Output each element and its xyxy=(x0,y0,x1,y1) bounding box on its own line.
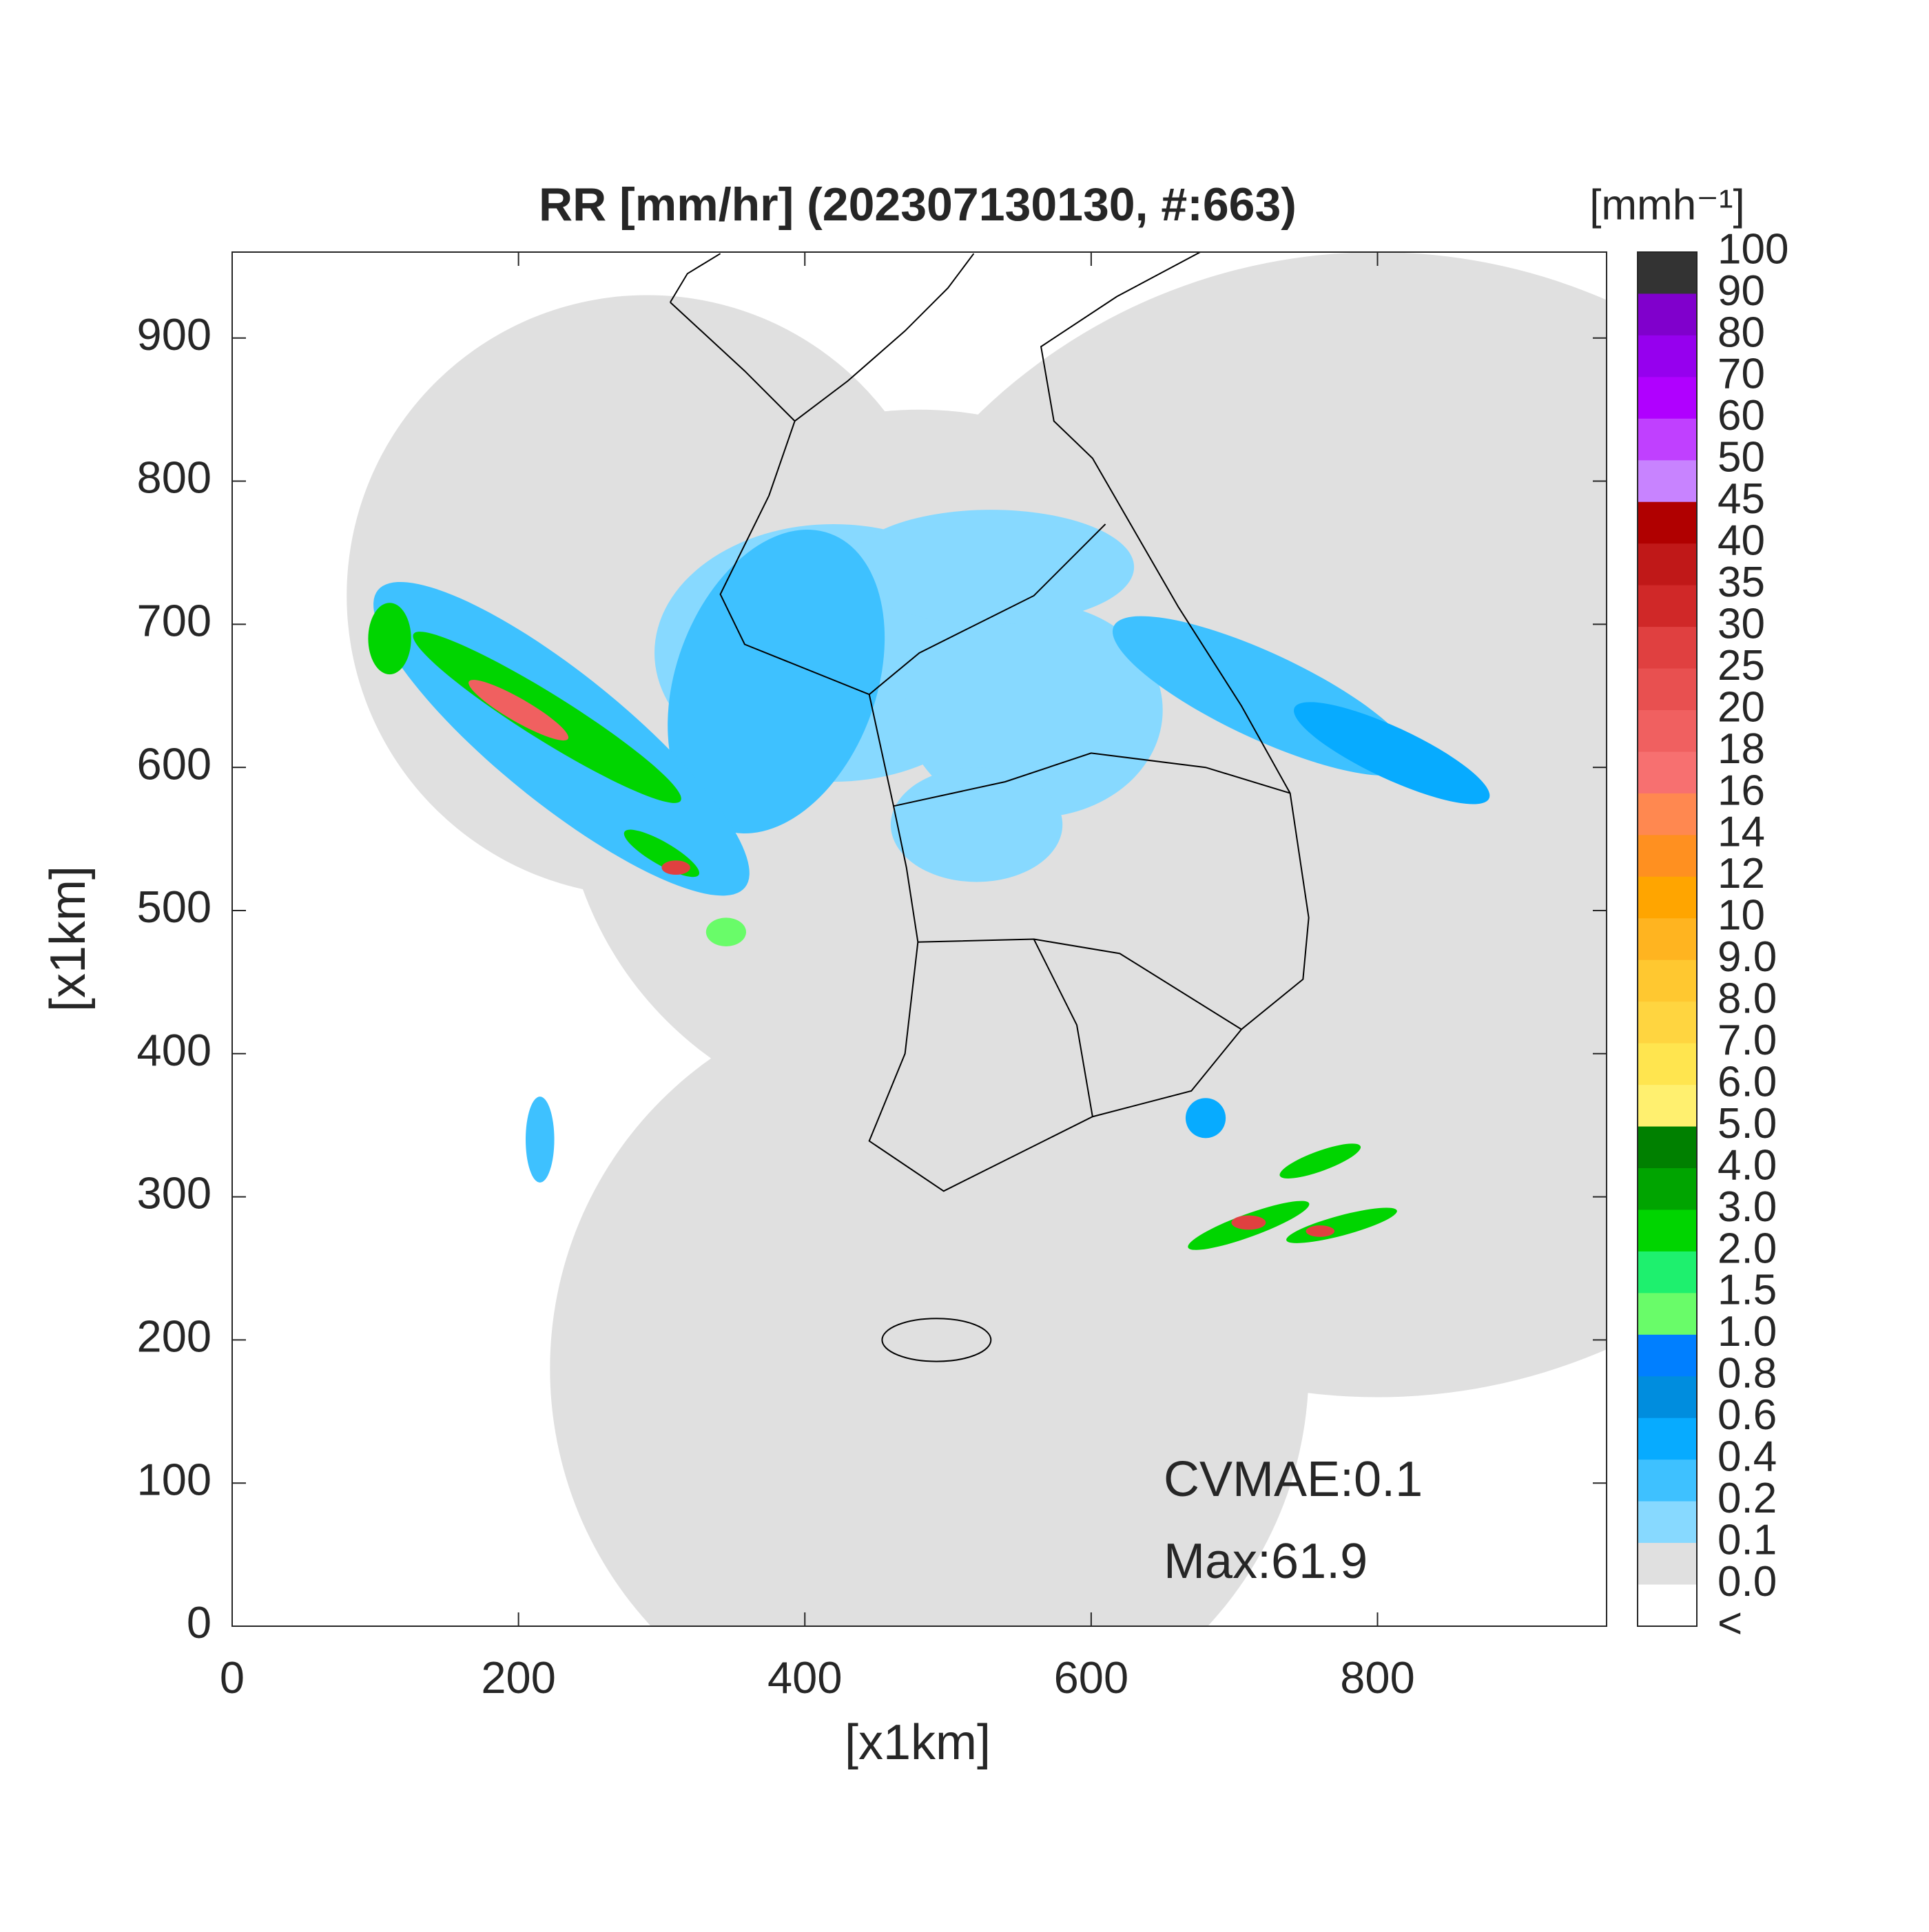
colorbar-bin xyxy=(1638,377,1697,419)
colorbar-tick-label: 8.0 xyxy=(1717,975,1777,1023)
colorbar-bin xyxy=(1638,460,1697,503)
colorbar-bin xyxy=(1638,668,1697,711)
y-tick-label: 900 xyxy=(137,309,212,360)
colorbar-tick-label: 30 xyxy=(1717,600,1765,647)
colorbar-tick-label: 0.4 xyxy=(1717,1433,1777,1481)
colorbar-tick-label: 5.0 xyxy=(1717,1100,1777,1147)
colorbar-tick-label: 60 xyxy=(1717,392,1765,439)
y-tick-label: 200 xyxy=(137,1311,212,1362)
chart-title: RR [mm/hr] (202307130130, #:663) xyxy=(539,178,1297,231)
colorbar-bin xyxy=(1638,501,1697,544)
colorbar-tick-label: 50 xyxy=(1717,434,1765,481)
colorbar-tick-label: 16 xyxy=(1717,767,1765,814)
colorbar-tick-label: 2.0 xyxy=(1717,1225,1777,1272)
colorbar-bin xyxy=(1638,1376,1697,1419)
colorbar-bin xyxy=(1638,1501,1697,1544)
colorbar-tick-label: 25 xyxy=(1717,642,1765,689)
y-tick-label: 700 xyxy=(137,595,212,645)
y-tick-label: 0 xyxy=(187,1597,212,1648)
colorbar-tick-label: 0.8 xyxy=(1717,1350,1777,1398)
colorbar-bin xyxy=(1638,543,1697,586)
y-tick-label: 300 xyxy=(137,1168,212,1218)
colorbar-tick-label: 18 xyxy=(1717,725,1765,773)
x-tick-label: 200 xyxy=(481,1652,555,1703)
y-tick-label: 400 xyxy=(137,1025,212,1075)
x-tick-label: 800 xyxy=(1340,1652,1414,1703)
colorbar-tick-label: 35 xyxy=(1717,559,1765,606)
coastline xyxy=(670,251,1309,1362)
y-tick-label: 100 xyxy=(137,1454,212,1504)
precipitation xyxy=(368,510,1490,1250)
colorbar-bin xyxy=(1638,710,1697,752)
colorbar-bin xyxy=(1638,876,1697,919)
colorbar-tick-label: 3.0 xyxy=(1717,1183,1777,1231)
colorbar-bin xyxy=(1638,627,1697,669)
colorbar-tick-label: 45 xyxy=(1717,475,1765,523)
colorbar-tick-label: 4.0 xyxy=(1717,1141,1777,1189)
colorbar-bin xyxy=(1638,293,1697,336)
colorbar-tick-label: 7.0 xyxy=(1717,1017,1777,1064)
colorbar-tick-label: 0.1 xyxy=(1717,1516,1777,1564)
colorbar-bin xyxy=(1638,1293,1697,1336)
x-axis-label: [x1km] xyxy=(845,1715,991,1770)
y-tick-label: 800 xyxy=(137,453,212,503)
colorbar-bin xyxy=(1638,1460,1697,1502)
colorbar-bin xyxy=(1638,1417,1697,1460)
colorbar-tick-label: 80 xyxy=(1717,309,1765,356)
colorbar-frame xyxy=(1637,251,1698,1627)
colorbar-bin xyxy=(1638,793,1697,835)
colorbar-tick-label: 6.0 xyxy=(1717,1058,1777,1105)
colorbar-bin xyxy=(1638,959,1697,1002)
colorbar-bin xyxy=(1638,252,1697,294)
colorbar-tick-label: 1.5 xyxy=(1717,1267,1777,1314)
colorbar-bin xyxy=(1638,751,1697,794)
colorbar-tick-label: 1.0 xyxy=(1717,1308,1777,1355)
colorbar-bin xyxy=(1638,1126,1697,1169)
colorbar-tick-label: < xyxy=(1717,1599,1742,1647)
annotation: Max:61.9 xyxy=(1164,1534,1368,1589)
colorbar-bin xyxy=(1638,1001,1697,1044)
colorbar-bin xyxy=(1638,1584,1697,1627)
colorbar-tick-label: 70 xyxy=(1717,351,1765,398)
colorbar-tick-label: 100 xyxy=(1717,225,1788,273)
radar-map xyxy=(347,251,1607,1626)
colorbar-bin xyxy=(1638,1085,1697,1128)
colorbar-bin xyxy=(1638,1334,1697,1377)
colorbar-bin xyxy=(1638,1209,1697,1252)
y-axis-label: [x1km] xyxy=(41,866,96,1012)
colorbar-bin xyxy=(1638,418,1697,461)
colorbar-tick-label: 0.2 xyxy=(1717,1475,1777,1522)
colorbar-tick-label: 14 xyxy=(1717,809,1765,856)
colorbar-bin xyxy=(1638,1168,1697,1210)
colorbar-title: [mmh⁻¹] xyxy=(1589,181,1745,229)
y-tick-label: 500 xyxy=(137,882,212,932)
colorbar-bin xyxy=(1638,1543,1697,1586)
plot-frame xyxy=(231,251,1607,1627)
colorbar-tick-label: 0.0 xyxy=(1717,1558,1777,1606)
colorbar-tick-label: 10 xyxy=(1717,892,1765,939)
colorbar-tick-label: 90 xyxy=(1717,267,1765,315)
annotation: CVMAE:0.1 xyxy=(1164,1452,1423,1507)
colorbar-tick-label: 20 xyxy=(1717,683,1765,731)
colorbar-bin xyxy=(1638,1251,1697,1294)
colorbar-tick-label: 40 xyxy=(1717,517,1765,565)
colorbar-tick-label: 12 xyxy=(1717,850,1765,897)
colorbar-bin xyxy=(1638,585,1697,627)
colorbar-tick-label: 9.0 xyxy=(1717,933,1777,981)
colorbar-bin xyxy=(1638,835,1697,877)
y-tick-label: 600 xyxy=(137,738,212,789)
x-tick-label: 0 xyxy=(220,1652,245,1703)
colorbar-tick-label: 0.6 xyxy=(1717,1391,1777,1439)
colorbar-bin xyxy=(1638,335,1697,377)
x-tick-label: 600 xyxy=(1054,1652,1128,1703)
colorbar-bin xyxy=(1638,918,1697,961)
x-tick-label: 400 xyxy=(767,1652,842,1703)
colorbar-bin xyxy=(1638,1043,1697,1086)
